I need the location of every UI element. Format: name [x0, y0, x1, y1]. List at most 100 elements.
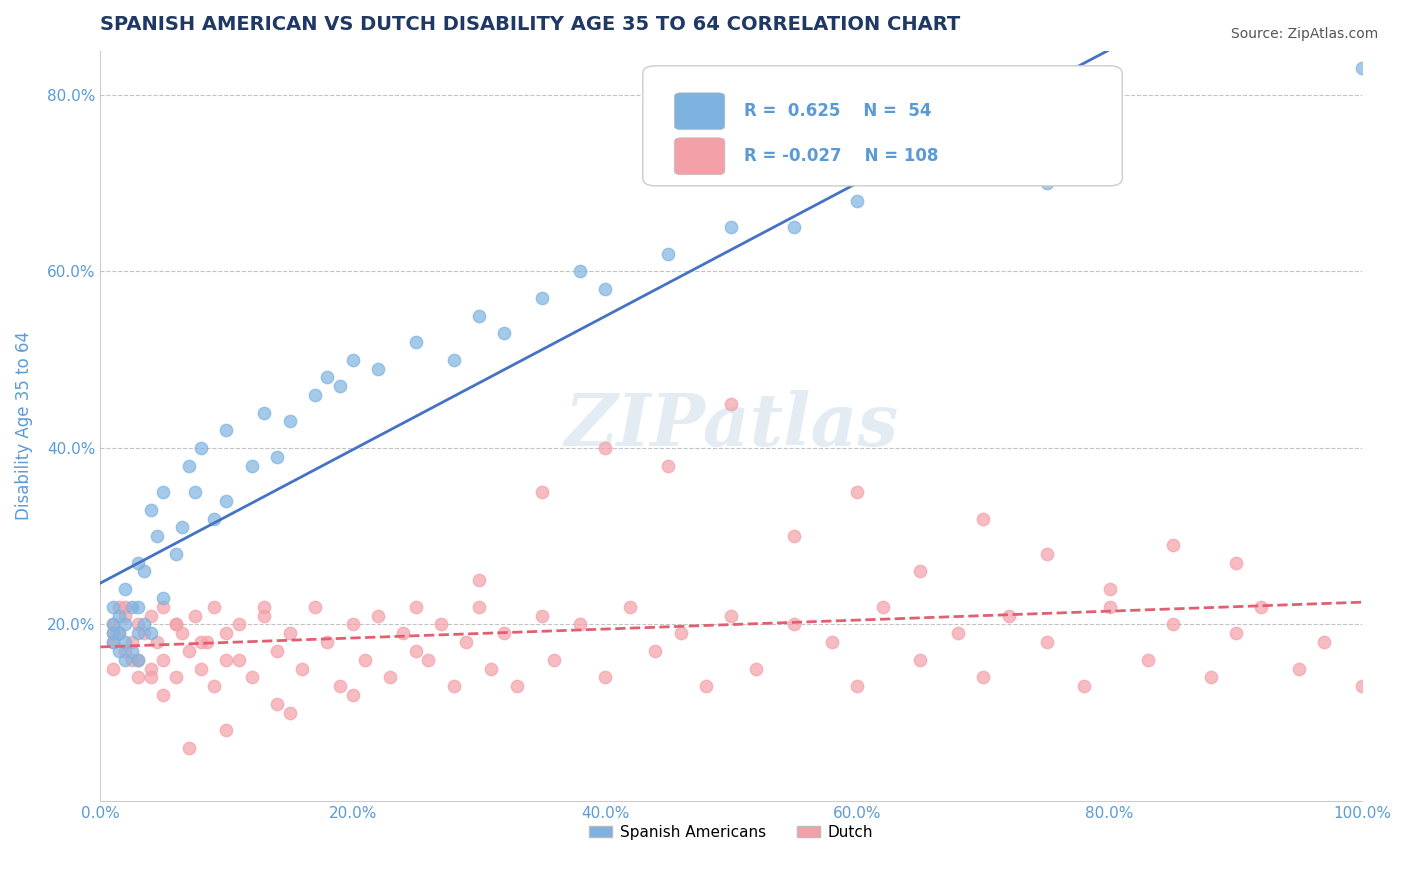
Point [114, 635, 136, 649]
Point [468, 309, 491, 323]
Point [121, 599, 143, 614]
Point [127, 653, 149, 667]
Point [619, 599, 641, 614]
Point [972, 511, 994, 525]
Point [1351, 679, 1374, 693]
Point [593, 282, 616, 296]
Point [146, 635, 169, 649]
Point [108, 599, 131, 614]
Point [1035, 547, 1057, 561]
Point [846, 679, 869, 693]
Point [114, 582, 136, 596]
Point [127, 670, 149, 684]
Point [342, 688, 364, 702]
Point [695, 679, 717, 693]
Point [948, 626, 970, 640]
Point [190, 635, 212, 649]
Point [114, 617, 136, 632]
Point [1098, 599, 1121, 614]
Point [1161, 617, 1184, 632]
Point [783, 617, 806, 632]
Point [134, 626, 156, 640]
Point [139, 608, 162, 623]
Point [278, 626, 301, 640]
Point [568, 617, 591, 632]
Point [101, 635, 124, 649]
Point [172, 626, 194, 640]
Point [121, 644, 143, 658]
Point [101, 635, 124, 649]
Point [872, 599, 894, 614]
FancyBboxPatch shape [643, 66, 1122, 186]
Text: R =  0.625    N =  54: R = 0.625 N = 54 [744, 102, 931, 120]
Point [972, 670, 994, 684]
Point [1035, 176, 1057, 190]
Point [215, 423, 238, 437]
Point [108, 608, 131, 623]
Point [215, 653, 238, 667]
Point [177, 644, 200, 658]
Point [456, 635, 478, 649]
Point [108, 626, 131, 640]
Point [720, 397, 742, 411]
Point [101, 617, 124, 632]
Point [152, 653, 174, 667]
Point [114, 599, 136, 614]
Point [266, 450, 288, 464]
Point [202, 599, 225, 614]
Point [121, 635, 143, 649]
Point [657, 247, 679, 261]
Point [304, 599, 326, 614]
Point [644, 644, 666, 658]
Point [505, 679, 527, 693]
Point [202, 679, 225, 693]
Point [720, 220, 742, 235]
Legend: Spanish Americans, Dutch: Spanish Americans, Dutch [583, 819, 879, 846]
Point [821, 635, 844, 649]
Point [177, 740, 200, 755]
Y-axis label: Disability Age 35 to 64: Disability Age 35 to 64 [15, 331, 32, 520]
Point [215, 626, 238, 640]
Point [593, 670, 616, 684]
Point [101, 661, 124, 675]
Point [1199, 670, 1222, 684]
Point [783, 220, 806, 235]
Point [184, 608, 207, 623]
Point [114, 608, 136, 623]
Point [190, 661, 212, 675]
Point [910, 653, 932, 667]
Point [997, 608, 1019, 623]
Point [101, 626, 124, 640]
Point [184, 485, 207, 500]
Point [101, 626, 124, 640]
Point [1351, 62, 1374, 76]
Point [492, 626, 515, 640]
Point [745, 661, 768, 675]
Point [266, 644, 288, 658]
Point [134, 565, 156, 579]
Point [253, 406, 276, 420]
Point [139, 661, 162, 675]
Point [530, 608, 553, 623]
Point [367, 361, 389, 376]
Point [392, 626, 415, 640]
Point [316, 370, 339, 384]
Point [121, 653, 143, 667]
Point [152, 599, 174, 614]
Point [228, 617, 250, 632]
Point [846, 485, 869, 500]
Point [1098, 582, 1121, 596]
Point [165, 670, 187, 684]
Text: SPANISH AMERICAN VS DUTCH DISABILITY AGE 35 TO 64 CORRELATION CHART: SPANISH AMERICAN VS DUTCH DISABILITY AGE… [100, 15, 960, 34]
Point [240, 458, 263, 473]
Point [177, 458, 200, 473]
Point [530, 291, 553, 305]
Point [720, 608, 742, 623]
Point [253, 608, 276, 623]
Point [1161, 538, 1184, 552]
Point [114, 644, 136, 658]
Point [380, 670, 402, 684]
Point [1136, 653, 1159, 667]
Point [405, 334, 427, 349]
Point [152, 591, 174, 605]
